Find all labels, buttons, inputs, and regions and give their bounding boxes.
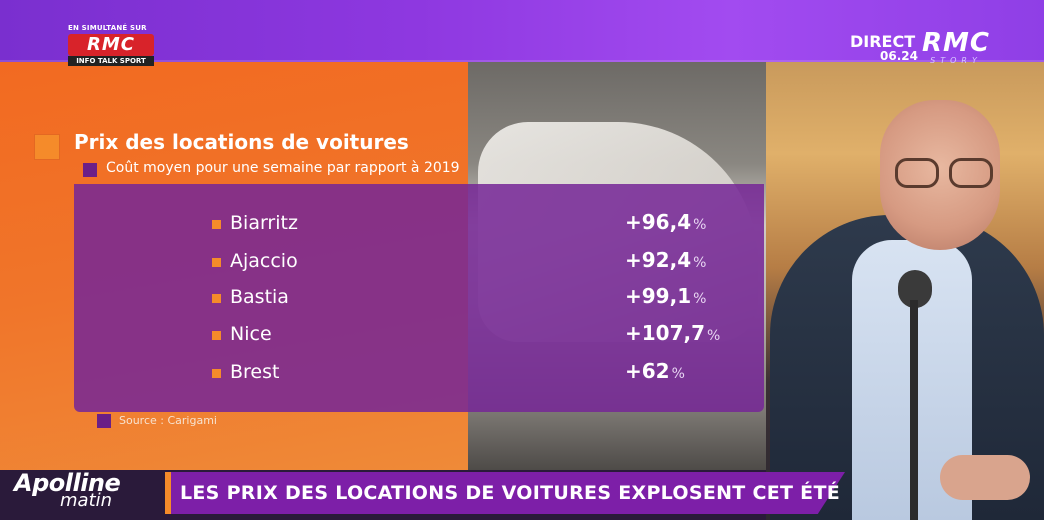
channel-logo-text: RMC <box>922 28 990 58</box>
presenter-head <box>880 100 1000 250</box>
list-item: Brest +62% <box>74 359 764 389</box>
headline-banner <box>165 472 845 514</box>
list-item: Bastia +99,1% <box>74 284 764 314</box>
rmc-logo: RMC <box>68 34 154 56</box>
show-name: Apolline <box>14 469 121 497</box>
percentage-value: +107,7% <box>625 321 721 345</box>
city-name: Biarritz <box>230 212 298 234</box>
top-band <box>0 0 1044 62</box>
bullet-marker <box>212 294 221 303</box>
channel-logo: RMC STORY <box>922 30 990 65</box>
live-label: DIRECT <box>850 32 916 51</box>
list-item: Biarritz +96,4% <box>74 210 764 240</box>
percentage-value: +62% <box>625 359 685 383</box>
list-item: Nice +107,7% <box>74 321 764 351</box>
headline-text: LES PRIX DES LOCATIONS DE VOITURES EXPLO… <box>180 482 841 504</box>
source-marker <box>97 414 111 428</box>
data-panel: Biarritz +96,4% Ajaccio +92,4% Bastia +9… <box>74 184 764 412</box>
bullet-marker <box>212 220 221 229</box>
bullet-marker <box>212 331 221 340</box>
subtitle-marker <box>83 163 97 177</box>
percentage-value: +99,1% <box>625 284 707 308</box>
bullet-marker <box>212 258 221 267</box>
simulcast-logo: EN SIMULTANÉ SUR RMC INFO TALK SPORT <box>68 24 158 66</box>
presenter-hand <box>940 455 1030 500</box>
percentage-value: +92,4% <box>625 248 707 272</box>
rmc-logo-sub: INFO TALK SPORT <box>68 56 154 66</box>
title-marker <box>35 135 59 159</box>
city-name: Nice <box>230 323 272 345</box>
percentage-value: +96,4% <box>625 210 707 234</box>
glasses <box>895 158 993 188</box>
show-name-sub: matin <box>60 490 113 511</box>
city-name: Bastia <box>230 286 289 308</box>
source-label: Source : Carigami <box>119 414 217 427</box>
bullet-marker <box>212 369 221 378</box>
broadcast-time: 06.24 <box>880 49 918 63</box>
microphone-stand <box>910 300 918 520</box>
infographic-subtitle: Coût moyen pour une semaine par rapport … <box>106 160 460 176</box>
city-name: Ajaccio <box>230 250 298 272</box>
city-name: Brest <box>230 361 280 383</box>
live-indicator: DIRECT 06.24 <box>850 32 918 63</box>
list-item: Ajaccio +92,4% <box>74 248 764 278</box>
infographic-title: Prix des locations de voitures <box>74 130 409 154</box>
channel-logo-sub: STORY <box>930 56 982 65</box>
banner-accent <box>165 472 171 514</box>
show-logo: Apolline matin <box>14 469 121 511</box>
simulcast-label: EN SIMULTANÉ SUR <box>68 24 147 32</box>
